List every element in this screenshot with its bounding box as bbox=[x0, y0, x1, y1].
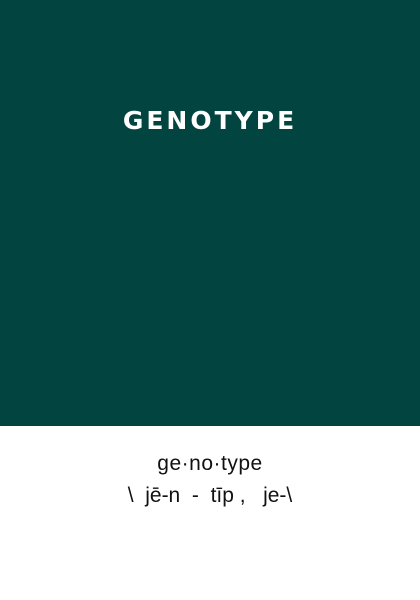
syllable-breakdown: ge·no·type bbox=[157, 452, 263, 475]
cover-title: GENOTYPE bbox=[122, 106, 298, 135]
definition-section: ge·no·type \ jē-n - tīp , je-\ bbox=[0, 450, 420, 510]
cover-panel: GENOTYPE bbox=[0, 0, 420, 426]
pronunciation-text: \ jē-n - tīp , je-\ bbox=[127, 484, 293, 507]
